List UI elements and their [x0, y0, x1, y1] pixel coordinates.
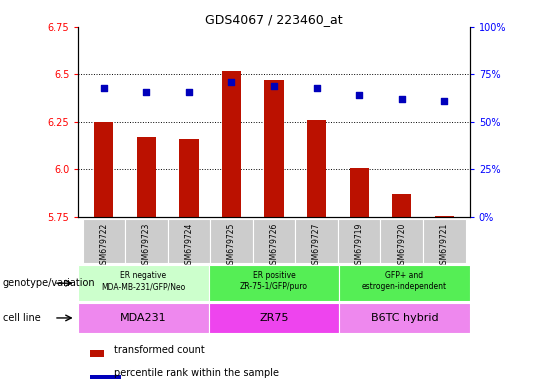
Bar — [78, 265, 209, 301]
Bar — [137, 137, 156, 217]
Bar — [78, 303, 209, 333]
Text: GSM679720: GSM679720 — [397, 222, 406, 269]
Text: cell line: cell line — [3, 313, 40, 323]
Bar — [90, 351, 104, 356]
Bar — [423, 219, 465, 263]
Text: GSM679721: GSM679721 — [440, 222, 449, 269]
Bar — [265, 80, 284, 217]
Bar — [381, 219, 423, 263]
Text: ER positive
ZR-75-1/GFP/puro: ER positive ZR-75-1/GFP/puro — [240, 271, 308, 291]
Text: GSM679719: GSM679719 — [355, 222, 363, 269]
Bar — [167, 219, 210, 263]
Bar — [209, 303, 339, 333]
Text: GFP+ and
estrogen-independent: GFP+ and estrogen-independent — [362, 271, 447, 291]
Text: GSM679724: GSM679724 — [185, 222, 193, 269]
Point — [99, 84, 108, 91]
Text: GSM679722: GSM679722 — [99, 222, 109, 269]
Bar — [307, 120, 326, 217]
Bar — [338, 219, 381, 263]
Bar — [210, 219, 253, 263]
Bar — [339, 265, 470, 301]
Bar — [349, 167, 369, 217]
Bar — [179, 139, 199, 217]
Bar — [94, 122, 113, 217]
Text: ZR75: ZR75 — [259, 313, 289, 323]
Title: GDS4067 / 223460_at: GDS4067 / 223460_at — [205, 13, 343, 26]
Bar — [253, 219, 295, 263]
Text: B6TC hybrid: B6TC hybrid — [371, 313, 438, 323]
Bar — [83, 219, 125, 263]
Bar — [90, 375, 120, 379]
Text: percentile rank within the sample: percentile rank within the sample — [113, 368, 279, 378]
Point — [227, 79, 236, 85]
Text: ER negative
MDA-MB-231/GFP/Neo: ER negative MDA-MB-231/GFP/Neo — [102, 271, 186, 291]
Text: transformed count: transformed count — [113, 345, 204, 355]
Bar — [435, 216, 454, 217]
Point — [355, 92, 363, 98]
Point — [440, 98, 449, 104]
Text: genotype/variation: genotype/variation — [3, 278, 96, 288]
Bar — [339, 303, 470, 333]
Text: GSM679726: GSM679726 — [269, 222, 279, 269]
Text: GSM679723: GSM679723 — [142, 222, 151, 269]
Bar — [125, 219, 167, 263]
Bar — [295, 219, 338, 263]
Text: MDA231: MDA231 — [120, 313, 167, 323]
Bar — [209, 265, 339, 301]
Bar — [392, 194, 411, 217]
Point — [397, 96, 406, 102]
Point — [270, 83, 279, 89]
Text: GSM679727: GSM679727 — [312, 222, 321, 269]
Point — [142, 88, 151, 94]
Bar — [222, 71, 241, 217]
Text: GSM679725: GSM679725 — [227, 222, 236, 269]
Point — [185, 88, 193, 94]
Point — [312, 84, 321, 91]
